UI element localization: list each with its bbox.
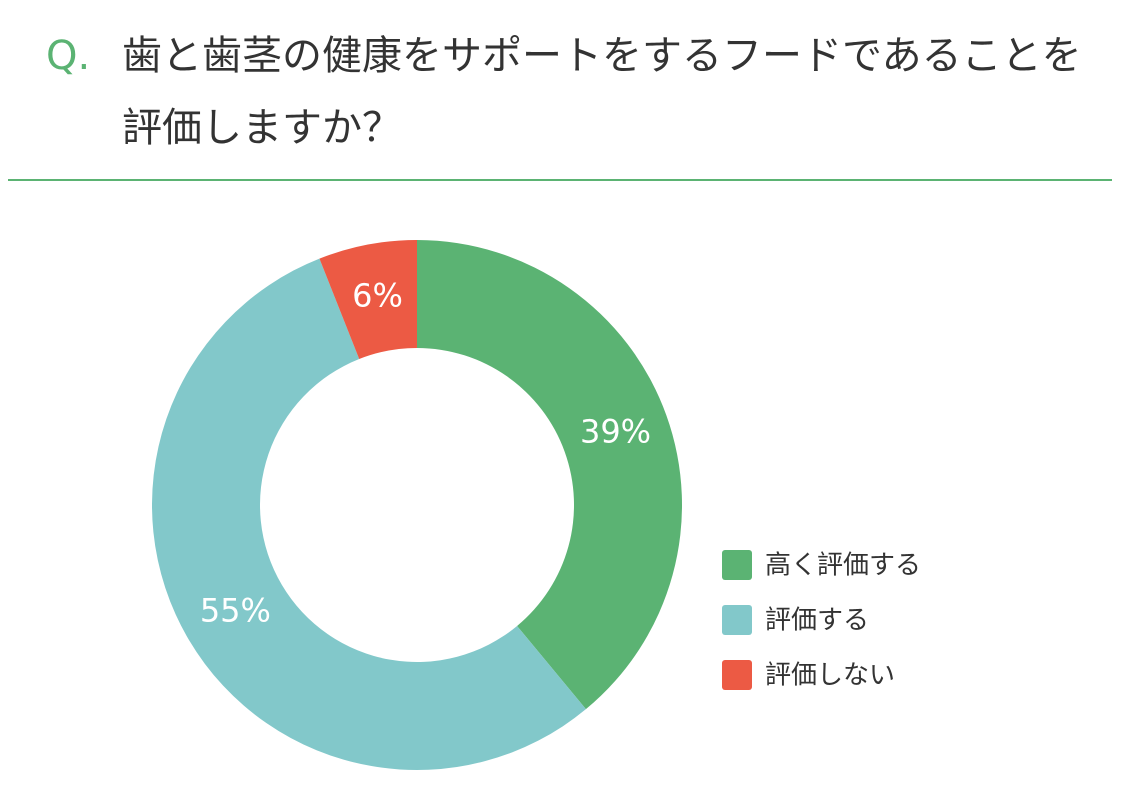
question-prefix: Q. [46, 33, 91, 79]
data-label: 55% [200, 591, 271, 629]
legend-swatch [722, 660, 752, 690]
divider [8, 179, 1112, 181]
data-label: 6% [352, 277, 403, 315]
legend-label: 高く評価する [765, 551, 921, 581]
chart-title: 歯と歯茎の健康をサポートをするフードであることを評価しますか？ [122, 33, 1082, 151]
legend-label: 評価する [765, 606, 869, 636]
legend-swatch [722, 605, 752, 635]
legend-swatch [722, 550, 752, 580]
slice [417, 240, 683, 710]
data-label: 39% [580, 413, 651, 451]
legend-label: 評価しない [765, 661, 895, 691]
slice [152, 258, 586, 770]
slice [319, 240, 417, 360]
